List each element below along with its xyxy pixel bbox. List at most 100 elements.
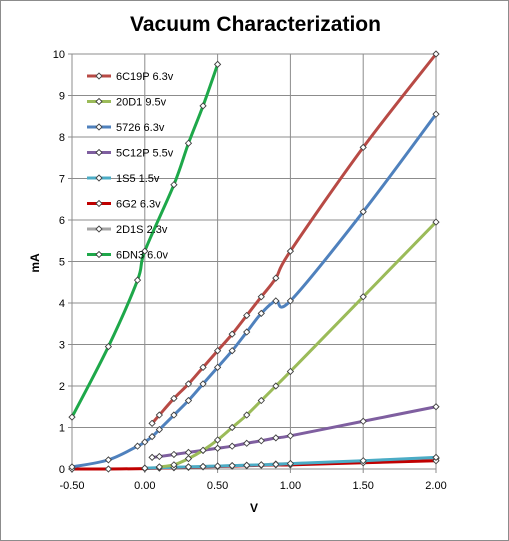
legend-entry: 20D1 9.5v [87, 97, 167, 109]
legend-marker [95, 250, 103, 259]
y-tick-label: 2 [59, 381, 65, 393]
series-4 [148, 403, 440, 462]
legend-marker [95, 123, 103, 131]
series-line [150, 405, 438, 459]
data-point [286, 459, 295, 468]
data-point [133, 276, 142, 284]
data-point [199, 363, 207, 371]
data-point [359, 208, 367, 216]
data-point [286, 247, 295, 255]
data-point [286, 367, 295, 376]
grid [71, 53, 437, 470]
legend-entry: 1S5 1.5v [87, 173, 160, 185]
data-point [272, 274, 280, 282]
data-point [184, 139, 193, 147]
data-point [199, 446, 207, 454]
data-point [359, 143, 367, 152]
data-point [257, 293, 265, 301]
data-point [148, 432, 156, 441]
data-point [170, 450, 178, 459]
legend-label: 6C19P 6.3v [116, 71, 174, 83]
y-tick-label: 1 [59, 423, 65, 435]
data-point [133, 442, 142, 450]
legend-label: 6DN3 6.0v [116, 250, 168, 262]
legend-entry: 6G2 6.3v [87, 199, 161, 211]
y-tick-label: 8 [59, 132, 65, 144]
data-point [228, 347, 236, 355]
legend-marker [95, 199, 103, 208]
data-point [184, 454, 193, 463]
data-point [104, 465, 113, 473]
data-point [243, 461, 251, 469]
x-tick-label: 0.50 [207, 480, 228, 492]
x-tick-label: 0.00 [134, 480, 155, 492]
legend-marker [95, 148, 103, 157]
data-point [184, 448, 193, 457]
series-2 [155, 218, 440, 471]
series-1 [148, 50, 440, 427]
data-point [148, 419, 156, 427]
data-point [286, 432, 295, 440]
data-point [170, 394, 178, 403]
x-axis-title: V [250, 501, 258, 515]
data-point [213, 347, 222, 355]
data-point [432, 50, 440, 58]
data-point [68, 463, 76, 471]
data-point [359, 417, 367, 425]
data-point [432, 403, 440, 411]
series-layer [68, 50, 440, 473]
legend-marker [95, 72, 103, 80]
legend: 6C19P 6.3v 20D1 9.5v 5726 6.3v 5C12P 5.5v 1S… [87, 71, 174, 262]
y-tick-label: 7 [59, 174, 65, 186]
data-point [155, 463, 163, 471]
y-axis-title: mA [28, 253, 42, 273]
data-point [243, 311, 251, 320]
data-point [184, 380, 193, 388]
data-point [104, 342, 113, 351]
data-point [184, 463, 193, 471]
data-point [104, 456, 113, 464]
legend-label: 5726 6.3v [116, 122, 165, 134]
legend-label: 5C12P 5.5v [116, 148, 174, 160]
y-tick-label: 4 [59, 298, 65, 310]
data-point [199, 462, 207, 471]
data-point [228, 423, 236, 432]
y-tick-label: 9 [59, 91, 65, 103]
data-point [170, 461, 178, 469]
data-point [272, 297, 280, 305]
data-point [199, 102, 207, 110]
x-tick-label: 2.00 [425, 480, 446, 492]
legend-label: 6G2 6.3v [116, 199, 161, 211]
data-point [141, 438, 149, 446]
legend-marker [95, 174, 103, 182]
y-tick-label: 0 [59, 464, 65, 476]
data-point [148, 453, 156, 462]
data-point [228, 442, 236, 450]
data-point [257, 437, 265, 445]
data-point [155, 452, 163, 461]
data-point [272, 460, 280, 469]
data-point [272, 434, 280, 442]
data-point [257, 396, 265, 405]
data-point [68, 413, 76, 421]
data-point [257, 309, 265, 318]
data-point [228, 462, 236, 470]
data-point [359, 457, 367, 465]
x-tick-label: 1.50 [352, 480, 373, 492]
legend-label: 2D1S 2.3v [116, 224, 168, 236]
series-line [70, 112, 438, 469]
data-point [257, 461, 265, 469]
data-point [170, 411, 178, 419]
legend-marker [95, 225, 103, 233]
x-tick-label: 1.00 [280, 480, 301, 492]
data-point [286, 297, 295, 305]
chart-title: Vacuum Characterization [130, 13, 381, 36]
legend-entry: 6DN3 6.0v [87, 250, 168, 262]
data-point [199, 380, 207, 388]
data-point [213, 60, 222, 69]
x-tick-label: -0.50 [59, 480, 84, 492]
y-tick-label: 5 [59, 257, 65, 269]
series-8 [68, 60, 222, 421]
